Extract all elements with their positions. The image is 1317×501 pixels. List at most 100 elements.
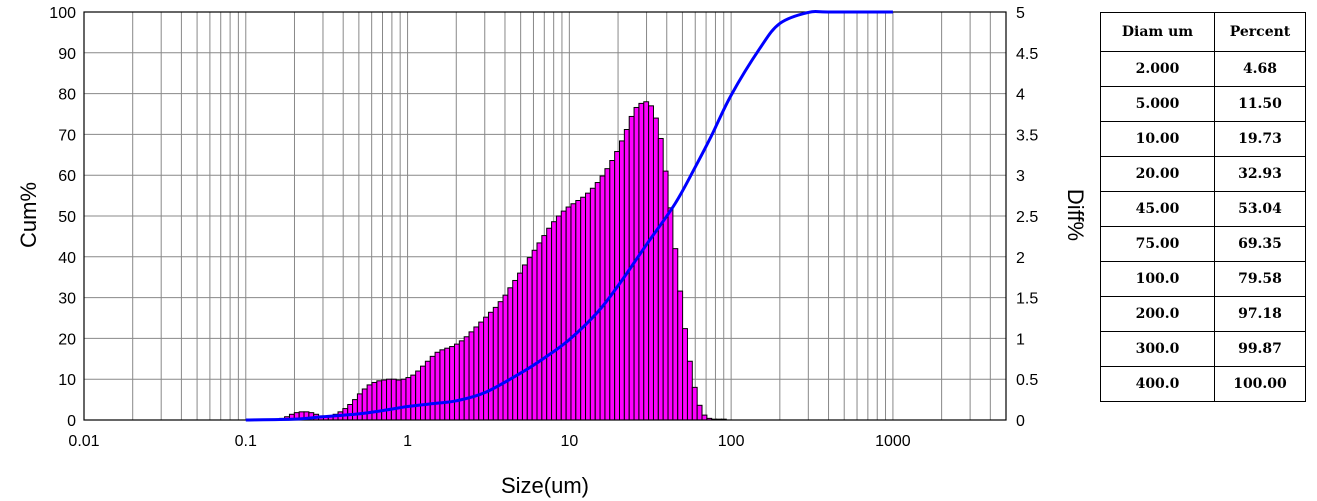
table-row: 200.0 97.18 bbox=[1100, 296, 1306, 332]
histogram-bar bbox=[541, 235, 548, 421]
histogram-bar bbox=[352, 399, 358, 421]
table-cell-diameter: 75.00 bbox=[1100, 226, 1215, 262]
histogram-bar bbox=[560, 210, 567, 421]
histogram-bar bbox=[376, 380, 383, 421]
table-cell-percent: 97.18 bbox=[1214, 296, 1306, 332]
x-tick-label: 1 bbox=[403, 433, 412, 450]
histogram-bar bbox=[701, 414, 708, 421]
table-row: 400.0 100.00 bbox=[1100, 366, 1306, 402]
left-tick-label: 90 bbox=[58, 46, 76, 63]
table-row: 20.00 32.93 bbox=[1100, 156, 1306, 192]
histogram-bar bbox=[517, 272, 523, 421]
histogram-bar bbox=[478, 321, 485, 421]
table-cell-percent: 4.68 bbox=[1214, 51, 1306, 87]
particle-size-chart: 0 10 20 30 40 50 60 70 80 90 100 0 0.5 1 1.5 2 2.5 3 3.5 4… bbox=[16, 5, 1088, 498]
histogram-bar bbox=[395, 379, 402, 421]
table-cell-diameter: 300.0 bbox=[1100, 331, 1215, 367]
histogram-bar bbox=[696, 404, 703, 421]
histogram-bar bbox=[648, 105, 654, 421]
histogram-bar bbox=[449, 346, 455, 421]
table-cell-percent: 69.35 bbox=[1214, 226, 1306, 262]
histogram-bar bbox=[662, 170, 669, 421]
histogram-bar bbox=[565, 206, 572, 421]
histogram-bar bbox=[473, 326, 480, 421]
histogram-bar bbox=[555, 215, 562, 421]
left-axis-ticks: 0 10 20 30 40 50 60 70 80 90 100 bbox=[49, 5, 76, 430]
histogram-bar bbox=[691, 386, 698, 421]
left-axis-title: Cum% bbox=[16, 182, 41, 248]
right-tick-label: 2 bbox=[1016, 250, 1025, 267]
histogram-bar bbox=[453, 343, 460, 421]
left-tick-label: 70 bbox=[58, 127, 76, 144]
right-tick-label: 4 bbox=[1016, 87, 1025, 104]
histogram-bar bbox=[381, 379, 388, 421]
histogram-bar bbox=[512, 279, 519, 421]
histogram-bar bbox=[356, 393, 363, 421]
histogram-bar bbox=[551, 221, 557, 421]
plot-frame bbox=[83, 11, 1007, 421]
histogram-bar bbox=[415, 370, 422, 421]
x-tick-label: 1000 bbox=[875, 433, 911, 450]
cumulative-line bbox=[245, 9, 893, 422]
x-axis-title: Size(um) bbox=[501, 473, 589, 498]
table-row: 10.00 19.73 bbox=[1100, 121, 1306, 157]
histogram-bar bbox=[366, 384, 373, 421]
histogram-bar bbox=[682, 328, 688, 421]
right-tick-label: 5 bbox=[1016, 5, 1025, 22]
table-cell-diameter: 20.00 bbox=[1100, 156, 1215, 192]
histogram-bar bbox=[589, 187, 596, 421]
x-tick-label: 0.01 bbox=[68, 433, 99, 450]
histogram-bar bbox=[468, 331, 475, 421]
histogram-bar bbox=[652, 117, 659, 421]
histogram-bar bbox=[507, 287, 514, 421]
histogram-bar bbox=[546, 227, 553, 421]
histogram-bar bbox=[420, 365, 426, 421]
right-tick-label: 2.5 bbox=[1016, 209, 1038, 226]
histogram-bar bbox=[424, 360, 431, 421]
histogram-bar bbox=[458, 340, 465, 421]
left-tick-label: 50 bbox=[58, 209, 76, 226]
left-tick-label: 10 bbox=[58, 372, 76, 389]
right-tick-label: 0.5 bbox=[1016, 372, 1038, 389]
table-cell-percent: 79.58 bbox=[1214, 261, 1306, 297]
table-body: 2.000 4.68 5.000 11.50 10.00 19.73 20.00 32.93 4… bbox=[1100, 51, 1306, 402]
histogram-bar bbox=[580, 196, 587, 421]
table-cell-diameter: 200.0 bbox=[1100, 296, 1215, 332]
table-cell-diameter: 100.0 bbox=[1100, 261, 1215, 297]
table-row: 45.00 53.04 bbox=[1100, 191, 1306, 227]
histogram-bar bbox=[604, 168, 611, 421]
histogram-bar bbox=[521, 264, 528, 421]
histogram-bar bbox=[410, 374, 417, 421]
table-cell-diameter: 400.0 bbox=[1100, 366, 1215, 402]
left-tick-label: 80 bbox=[58, 87, 76, 104]
table-header-row: Diam um Percent bbox=[1100, 12, 1306, 52]
table-header-diameter: Diam um bbox=[1100, 12, 1215, 52]
histogram-bar bbox=[570, 203, 577, 421]
right-tick-label: 4.5 bbox=[1016, 46, 1038, 63]
histogram-bar bbox=[347, 403, 354, 421]
left-tick-label: 100 bbox=[49, 5, 76, 22]
histogram-bars bbox=[279, 101, 727, 421]
histogram-bar bbox=[536, 242, 543, 421]
left-tick-label: 60 bbox=[58, 168, 76, 185]
histogram-bar bbox=[434, 351, 441, 421]
table-cell-percent: 100.00 bbox=[1214, 366, 1306, 402]
right-tick-label: 3 bbox=[1016, 168, 1025, 185]
histogram-bar bbox=[463, 336, 470, 421]
x-tick-label: 100 bbox=[718, 433, 745, 450]
histogram-bar bbox=[638, 102, 645, 421]
table-row: 300.0 99.87 bbox=[1100, 331, 1306, 367]
histogram-bar bbox=[483, 316, 489, 421]
histogram-bar bbox=[657, 137, 664, 421]
histogram-bar bbox=[677, 290, 684, 421]
table-cell-percent: 53.04 bbox=[1214, 191, 1306, 227]
table-cell-diameter: 2.000 bbox=[1100, 51, 1215, 87]
histogram-bar bbox=[361, 388, 368, 421]
table-cell-percent: 32.93 bbox=[1214, 156, 1306, 192]
histogram-bar bbox=[667, 207, 674, 421]
histogram-bar bbox=[643, 101, 650, 421]
table-row: 100.0 79.58 bbox=[1100, 261, 1306, 297]
histogram-bar bbox=[672, 248, 679, 421]
histogram-bar bbox=[371, 381, 378, 421]
size-percent-table: Diam um Percent 2.000 4.68 5.000 11.50 10.00… bbox=[1100, 12, 1306, 402]
